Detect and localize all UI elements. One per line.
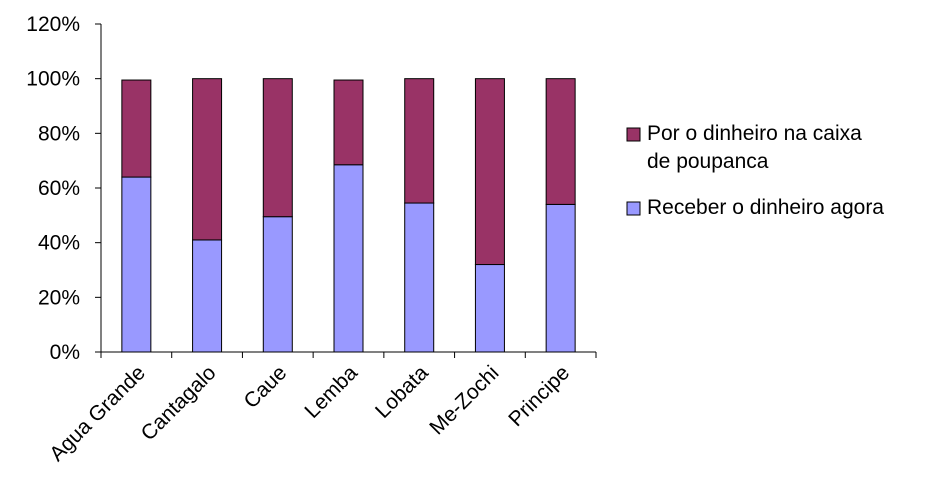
- y-tick-label: 80%: [38, 122, 80, 145]
- bar-segment: [192, 239, 223, 353]
- bar-segment: [262, 78, 293, 218]
- plot-area: 0% 20% 40% 60% 80% 100% 120% Agua GrandeCantaga…: [26, 13, 597, 466]
- bar-segment: [404, 78, 435, 204]
- x-category-label: Lobata: [371, 361, 433, 423]
- bar-segment: [192, 78, 223, 241]
- x-category-label: Me-Zochi: [425, 361, 503, 439]
- bar-segment: [474, 78, 505, 266]
- x-category-label: Lemba: [300, 361, 362, 423]
- legend-label: Por o dinheiro na caixa: [647, 122, 862, 145]
- bar-segment: [333, 164, 364, 353]
- legend-label: Receber o dinheiro agora: [647, 196, 884, 219]
- x-category-label: Agua Grande: [45, 361, 150, 466]
- y-tick-label: 20%: [38, 286, 80, 309]
- legend: Por o dinheiro na caixa de poupanca Recebe…: [626, 122, 884, 219]
- bar-segment: [262, 216, 293, 353]
- bar-segment: [404, 202, 435, 353]
- y-tick-label: 100%: [26, 68, 80, 91]
- bar-segment: [474, 264, 505, 353]
- x-category-label: Caue: [240, 361, 292, 413]
- y-tick-label: 120%: [26, 13, 80, 36]
- legend-swatch: [626, 127, 641, 142]
- y-tick-label: 60%: [38, 177, 80, 200]
- legend-label: de poupanca: [647, 150, 769, 173]
- y-tick-label: 40%: [38, 232, 80, 255]
- bar-segment: [121, 176, 152, 353]
- x-category-label: Cantagalo: [137, 361, 221, 445]
- y-tick-label: 0%: [50, 341, 80, 364]
- bar-segment: [333, 79, 364, 166]
- legend-swatch: [626, 201, 641, 216]
- bar-segment: [121, 79, 152, 178]
- x-category-label: Principe: [504, 361, 574, 431]
- bar-segment: [545, 203, 576, 353]
- bar-segment: [545, 78, 576, 205]
